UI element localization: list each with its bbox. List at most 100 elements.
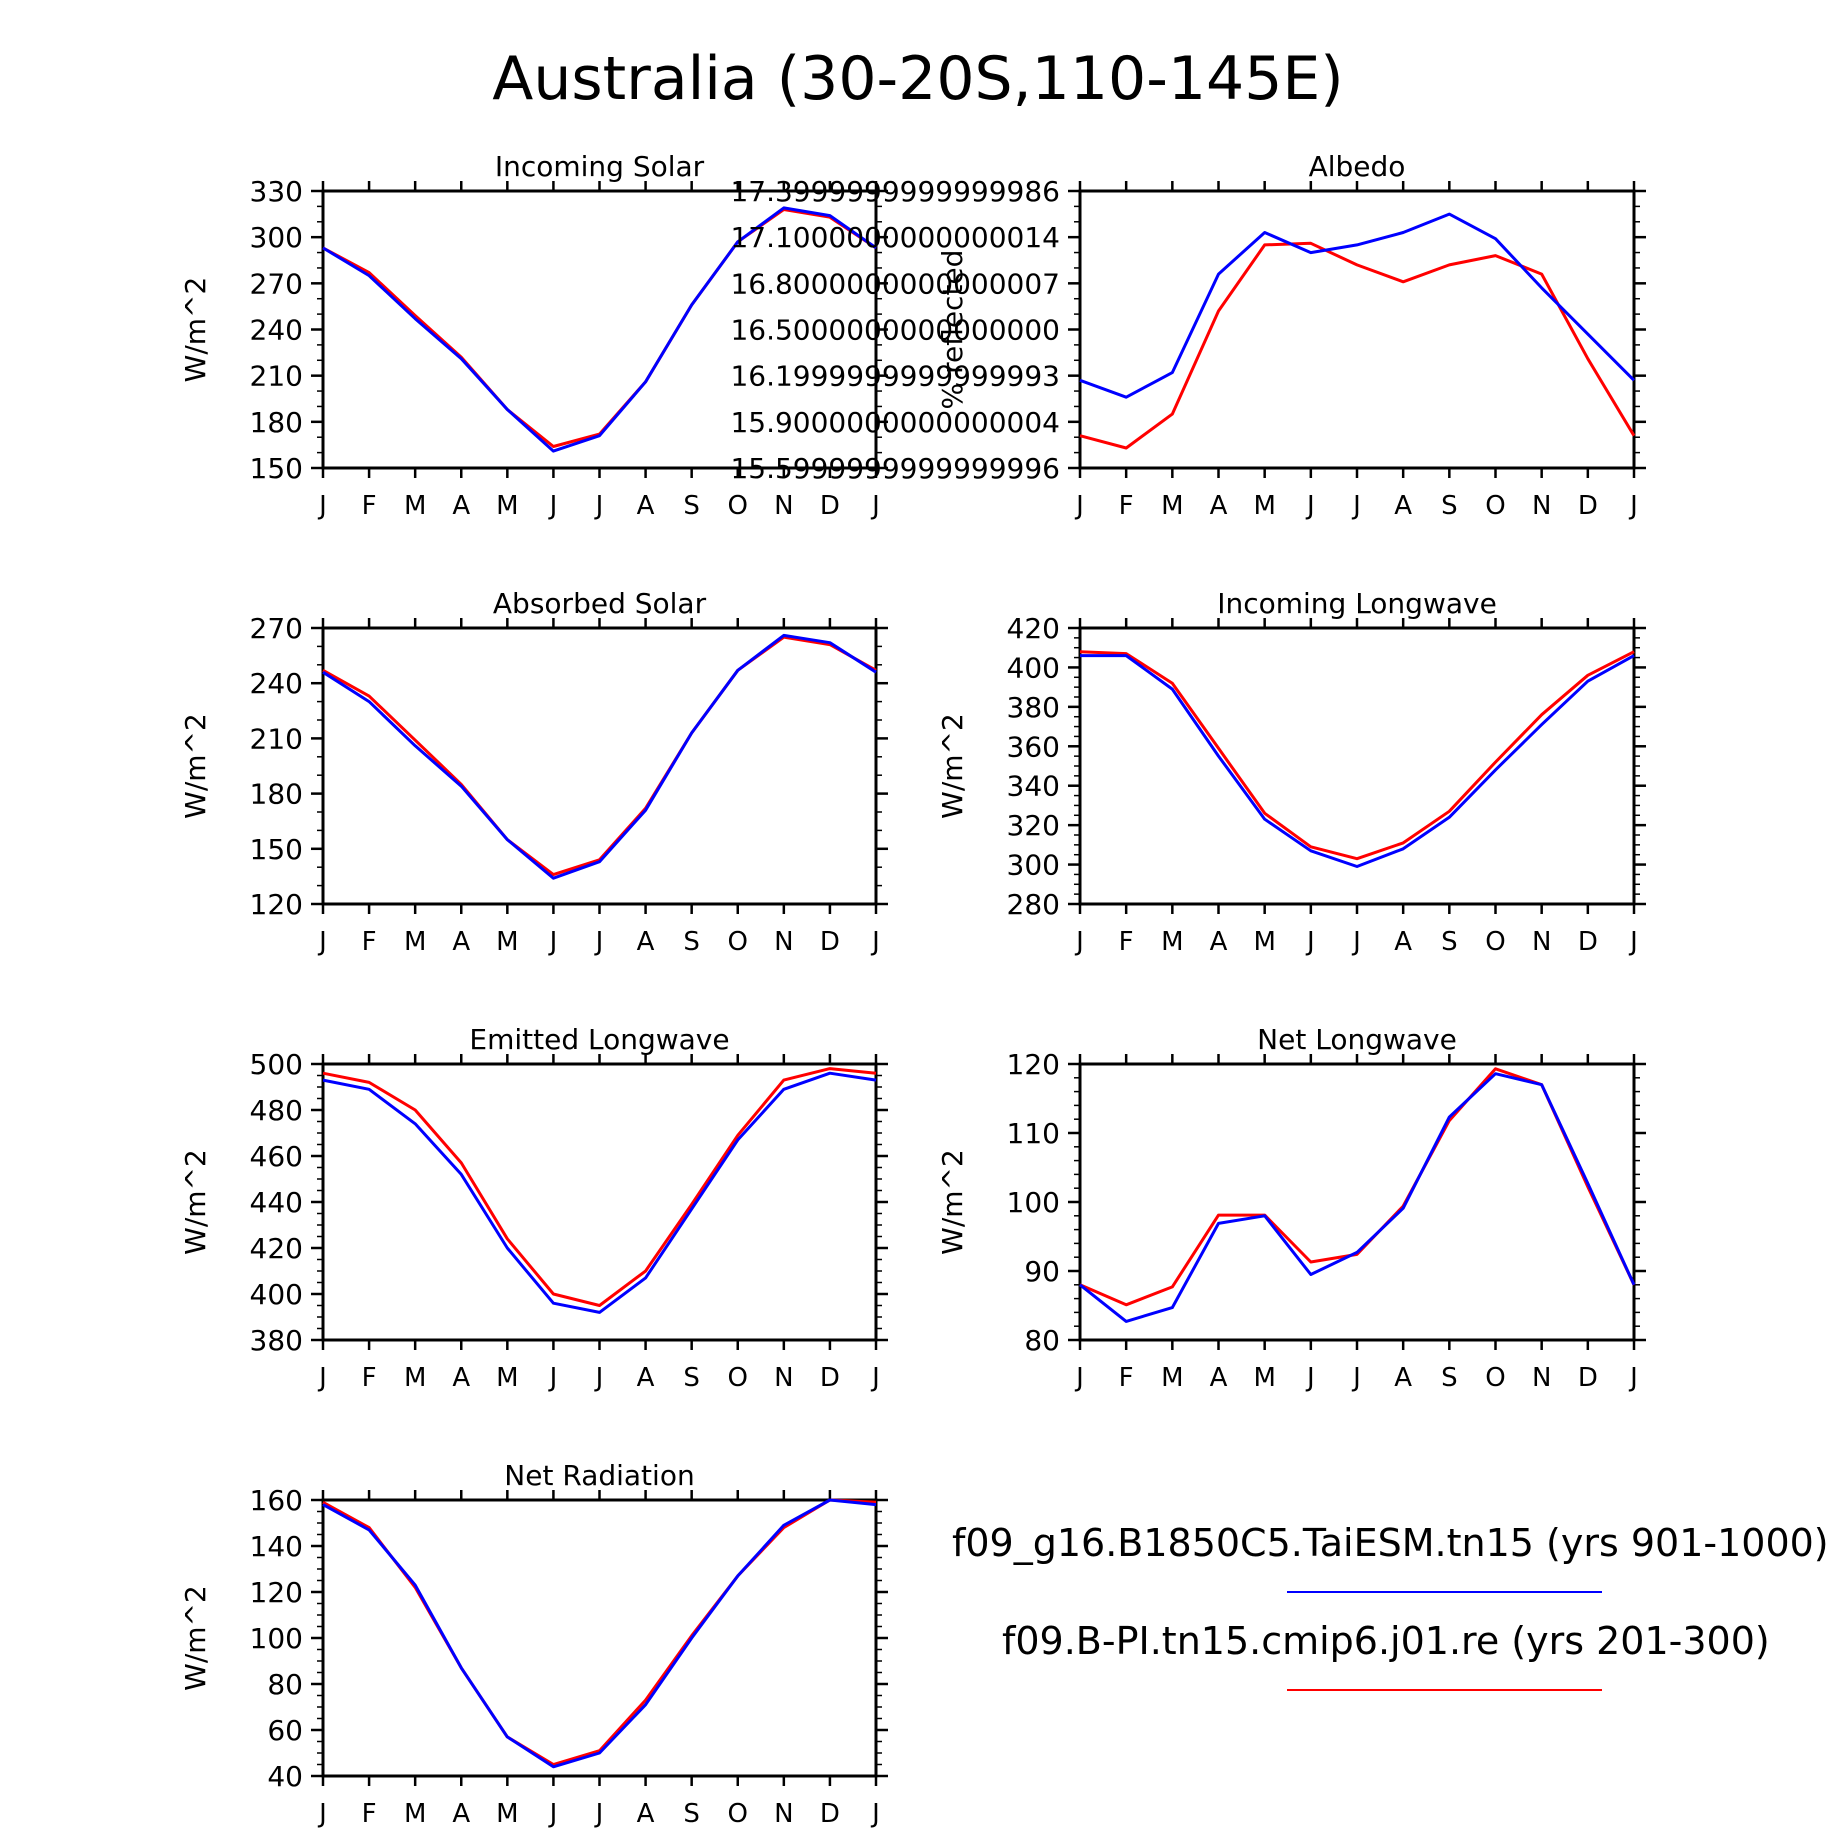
y-tick-label: 500: [250, 1048, 303, 1081]
y-tick-label: 120: [250, 888, 303, 921]
x-tick-label: N: [774, 491, 793, 521]
y-axis-label: % reflected: [936, 250, 969, 410]
x-tick-label: J: [594, 1363, 604, 1393]
y-tick-label: 380: [250, 1324, 303, 1357]
series-line-case1: [322, 1498, 877, 1769]
x-tick-label: D: [1578, 1363, 1598, 1393]
y-tick-label: 330: [250, 175, 303, 208]
series-line-case1: [1079, 212, 1636, 399]
y-tick-label: 480: [250, 1094, 303, 1127]
x-tick-label: S: [683, 927, 700, 957]
x-tick-label: A: [1210, 491, 1228, 521]
y-tick-label: 280: [1007, 888, 1060, 921]
series-line-case1: [1080, 654, 1635, 868]
x-tick-label: O: [1485, 1363, 1505, 1393]
x-tick-label: J: [1351, 491, 1361, 521]
x-tick-label: J: [870, 1799, 880, 1829]
series-line-case1: [322, 1071, 877, 1314]
x-tick-label: D: [820, 491, 840, 521]
x-tick-label: J: [548, 927, 558, 957]
x-tick-label: J: [594, 491, 604, 521]
y-tick-label: 150: [250, 833, 303, 866]
x-tick-label: F: [362, 1799, 377, 1829]
y-tick-label: 90: [1024, 1255, 1060, 1288]
chart-panel: J F M A M J J A S O N D J120150180210240270Absorbed …: [179, 587, 888, 957]
x-tick-label: M: [496, 1799, 518, 1829]
y-tick-label: 140: [250, 1530, 303, 1563]
x-tick-label: N: [1532, 1363, 1551, 1393]
y-tick-label: 420: [1007, 612, 1060, 645]
x-tick-label: M: [1253, 491, 1275, 521]
x-tick-label: M: [404, 1799, 426, 1829]
x-tick-label: J: [1074, 491, 1084, 521]
y-tick-label: 180: [250, 406, 303, 439]
x-tick-label: J: [1628, 927, 1638, 957]
x-tick-label: F: [362, 927, 377, 957]
y-tick-label: 300: [250, 221, 303, 254]
x-tick-label: M: [404, 491, 426, 521]
y-tick-label: 210: [250, 722, 303, 755]
y-tick-label: 400: [250, 1278, 303, 1311]
x-tick-label: S: [683, 1363, 700, 1393]
plot-frame: [1078, 626, 1636, 906]
x-tick-label: A: [452, 1363, 470, 1393]
x-tick-label: J: [870, 1363, 880, 1393]
x-tick-label: J: [1628, 1363, 1638, 1393]
x-tick-label: J: [317, 491, 327, 521]
x-tick-label: S: [1441, 1363, 1458, 1393]
x-tick-label: M: [1253, 1363, 1275, 1393]
x-tick-label: A: [637, 1799, 655, 1829]
x-tick-label: J: [317, 1799, 327, 1829]
y-tick-label: 120: [250, 1576, 303, 1609]
x-tick-label: J: [870, 927, 880, 957]
x-tick-label: M: [404, 927, 426, 957]
y-tick-label: 80: [1024, 1324, 1060, 1357]
x-tick-label: O: [728, 1363, 748, 1393]
x-tick-label: D: [820, 1799, 840, 1829]
chart-title: Albedo: [1309, 150, 1406, 183]
y-tick-label: 80: [267, 1668, 303, 1701]
y-tick-label: 360: [1007, 730, 1060, 763]
x-tick-label: J: [548, 1799, 558, 1829]
series-line-case2: [322, 635, 877, 877]
x-tick-label: J: [1628, 491, 1638, 521]
y-tick-label: 210: [250, 360, 303, 393]
y-axis-label: W/m^2: [179, 1149, 212, 1255]
chart-title: Incoming Solar: [495, 150, 705, 183]
x-tick-label: A: [637, 927, 655, 957]
x-tick-label: M: [1161, 927, 1183, 957]
page-title: Australia (30-20S,110-145E): [492, 44, 1343, 114]
chart-panel: J F M A M J J A S O N D J150180210240270300330Incomi…: [179, 150, 888, 521]
y-tick-label: 16.1999999999999993: [730, 360, 1060, 393]
x-tick-label: J: [1305, 491, 1315, 521]
x-tick-label: N: [774, 1799, 793, 1829]
x-tick-label: A: [637, 491, 655, 521]
series-line-case2: [322, 1498, 877, 1766]
y-tick-label: 40: [267, 1760, 303, 1793]
x-tick-label: O: [728, 491, 748, 521]
y-tick-label: 240: [250, 667, 303, 700]
x-tick-label: S: [683, 1799, 700, 1829]
x-tick-label: F: [362, 491, 377, 521]
x-tick-label: A: [1210, 927, 1228, 957]
x-tick-label: A: [452, 491, 470, 521]
y-tick-label: 15.9000000000000004: [730, 406, 1060, 439]
x-tick-label: M: [1161, 491, 1183, 521]
legend-case1-label: f09_g16.B1850C5.TaiESM.tn15 (yrs 901-100…: [952, 1521, 1829, 1565]
chart-panel: J F M A M J J A S O N D J380400420440460480500Emitte…: [179, 1023, 888, 1393]
x-tick-label: J: [1351, 1363, 1361, 1393]
x-tick-label: N: [1532, 491, 1551, 521]
x-tick-label: M: [1161, 1363, 1183, 1393]
x-tick-label: O: [728, 1799, 748, 1829]
y-tick-label: 380: [1007, 691, 1060, 724]
x-tick-label: F: [1119, 1363, 1134, 1393]
chart-title: Emitted Longwave: [469, 1023, 729, 1056]
y-tick-label: 100: [1007, 1186, 1060, 1219]
y-tick-label: 240: [250, 314, 303, 347]
x-tick-label: F: [1119, 491, 1134, 521]
y-tick-label: 420: [250, 1232, 303, 1265]
series-line-case1: [1079, 1072, 1636, 1323]
x-tick-label: J: [548, 1363, 558, 1393]
x-tick-label: M: [1253, 927, 1275, 957]
